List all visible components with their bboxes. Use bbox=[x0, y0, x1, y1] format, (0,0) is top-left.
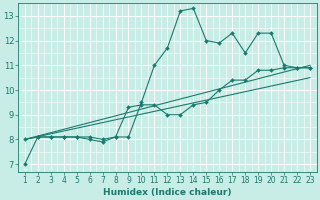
X-axis label: Humidex (Indice chaleur): Humidex (Indice chaleur) bbox=[103, 188, 232, 197]
